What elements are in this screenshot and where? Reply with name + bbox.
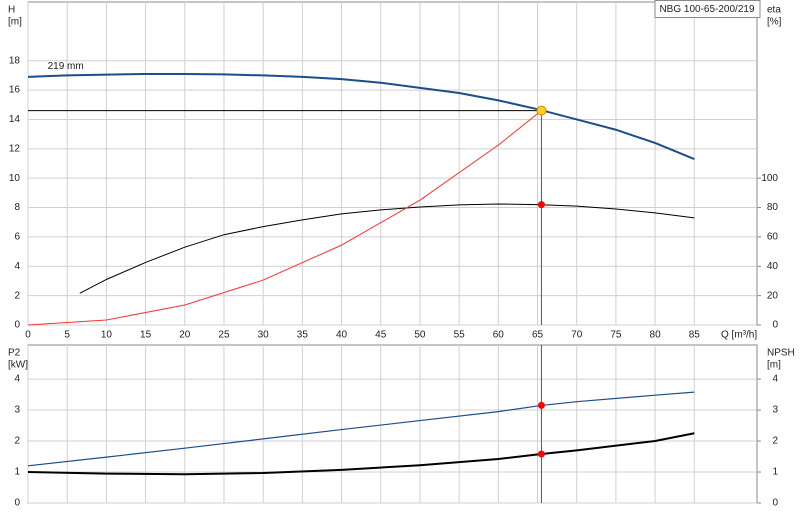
x-tick-label: 30	[258, 330, 270, 341]
x-tick-label: 50	[414, 330, 426, 341]
y-tick-label: 18	[9, 55, 21, 66]
y-tick-label: 16	[9, 85, 21, 96]
x-tick-label: 65	[532, 330, 544, 341]
duty-point	[537, 201, 545, 209]
y-tick-label: 3	[14, 405, 20, 416]
x-tick-label: 35	[297, 330, 309, 341]
y2-tick-label: 4	[772, 374, 778, 385]
y-tick-label: 4	[14, 374, 20, 385]
x-tick-label: 80	[650, 330, 662, 341]
y2-axis-label: eta	[767, 5, 781, 16]
y-tick-label: 12	[9, 143, 21, 154]
x-tick-label: 70	[571, 330, 583, 341]
x-tick-label: 15	[140, 330, 152, 341]
curve	[27, 432, 695, 476]
y-axis-unit: [m]	[8, 17, 22, 28]
duty-point	[537, 401, 545, 409]
y-tick-label: 1	[14, 467, 20, 478]
duty-point	[536, 105, 547, 116]
x-tick-label: 5	[64, 330, 70, 341]
y2-tick-label: 0	[772, 498, 778, 509]
y-tick-label: 4	[14, 261, 20, 272]
y2-tick-label: 2	[772, 436, 778, 447]
y2-tick-label: 80	[767, 202, 779, 213]
y-tick-label: 6	[14, 232, 20, 243]
y-tick-label: 2	[14, 436, 20, 447]
y-axis-unit: [kW]	[8, 360, 28, 371]
x-tick-label: 55	[454, 330, 466, 341]
x-tick-label: 45	[375, 330, 387, 341]
curve	[79, 203, 695, 294]
y-tick-label: 14	[9, 114, 21, 125]
x-tick-label: 20	[179, 330, 191, 341]
y-tick-label: 0	[14, 498, 20, 509]
x-tick-label: 75	[610, 330, 622, 341]
y2-tick-label: 0	[772, 320, 778, 331]
y2-tick-label: 60	[767, 232, 779, 243]
y-axis-label: P2	[8, 348, 21, 359]
x-axis-label: Q [m³/h]	[721, 330, 757, 341]
duty-point	[537, 450, 545, 458]
y2-tick-label: 20	[767, 290, 779, 301]
curve-annotation: 219 mm	[48, 61, 84, 72]
title-box	[654, 0, 761, 18]
y2-tick-label: 3	[772, 405, 778, 416]
y-tick-label: 8	[14, 202, 20, 213]
x-tick-label: 40	[336, 330, 348, 341]
y2-axis-unit: [%]	[767, 17, 782, 28]
curve	[27, 72, 695, 161]
y-tick-label: 10	[9, 173, 21, 184]
y-axis-label: H	[8, 5, 15, 16]
plot-frame	[27, 1, 758, 326]
x-tick-label: 25	[218, 330, 230, 341]
y2-axis-unit: [m]	[767, 360, 781, 371]
x-tick-label: 85	[689, 330, 701, 341]
y2-tick-label: 100	[761, 173, 778, 184]
y-tick-label: 2	[14, 290, 20, 301]
curve	[27, 110, 542, 326]
y2-tick-label: 40	[767, 261, 779, 272]
y2-axis-label: NPSH	[767, 348, 795, 359]
y2-tick-label: 1	[772, 467, 778, 478]
x-tick-label: 10	[101, 330, 113, 341]
chart-title: NBG 100-65-200/219	[659, 4, 755, 15]
curve	[27, 391, 695, 467]
x-tick-label: 60	[493, 330, 505, 341]
x-tick-label: 0	[25, 330, 31, 341]
y-tick-label: 0	[14, 320, 20, 331]
